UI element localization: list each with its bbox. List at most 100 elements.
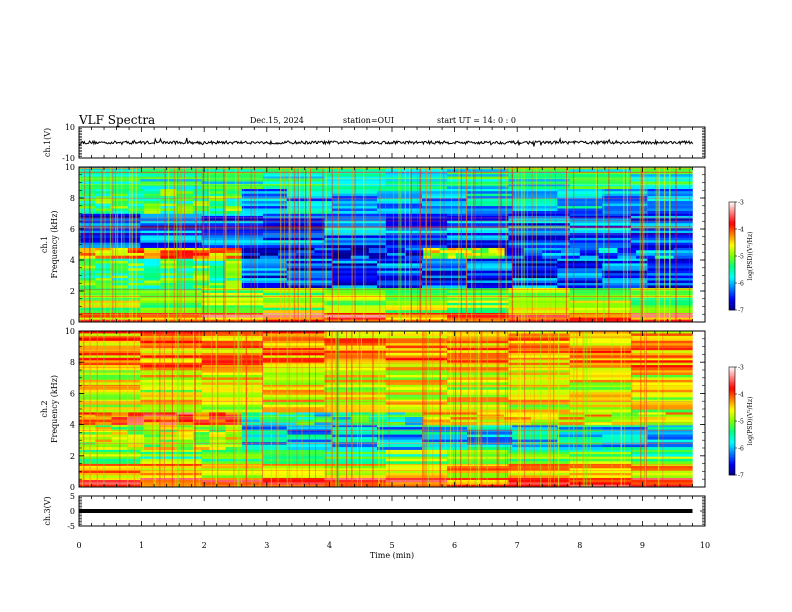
spectrogram-band [631,186,693,190]
spectrogram-band [523,255,543,259]
spectrogram-band [385,375,448,378]
spectrogram-band [79,444,96,448]
spectrogram-band [314,247,333,251]
spectrogram-band [79,451,141,455]
spectrogram-band [79,280,96,284]
spectrogram-band [140,220,202,224]
spectrogram-band [263,404,325,408]
spectrogram-band [422,434,468,438]
x-tick-label: 3 [264,541,269,550]
spectrogram-band [144,188,161,192]
spectrogram-band [405,417,424,420]
spectrogram-band [144,247,161,251]
spectrogram-band [512,427,558,430]
colorbar-swatch [729,209,735,212]
spectrogram-band [144,201,161,204]
spectrogram-band [385,377,448,381]
spectrogram-band [508,367,570,371]
spectrogram-band [531,422,559,425]
spectrogram-band [447,335,509,339]
spectrogram-band [314,414,333,418]
start-time-label: start UT = 14: 0 : 0 [437,116,516,125]
spectrogram-band [584,414,612,418]
figure-title: VLF Spectra [78,113,155,127]
spectrogram-band [201,174,264,177]
spectrogram-band [569,218,632,222]
spectrogram-band [385,482,448,485]
spectrogram-band [512,263,558,267]
spectrogram-band [447,225,509,229]
spectrogram-band [602,211,648,214]
colorbar-swatch [729,239,735,242]
spectrogram-band [140,389,202,393]
spectrogram-band [176,193,194,197]
spectrogram-band [631,340,693,344]
spectrogram-band [422,439,468,443]
spectrogram-band [111,263,129,267]
colorbar-swatch [729,292,735,295]
spectrogram-band [176,424,194,428]
spectrogram-band [192,193,210,197]
spectrogram-band [385,468,448,471]
colorbar-swatch [729,467,735,470]
spectrogram-band [504,255,524,259]
spectrogram-band [160,447,177,450]
spectrogram-band [422,263,468,267]
spectrogram-band [79,355,141,359]
spectrogram-band [263,338,325,342]
spectrogram-band [531,417,559,420]
spectrogram-band [79,424,96,428]
spectrogram-band [385,352,448,356]
spectrogram-band [140,451,202,455]
spectrogram-band [385,454,448,457]
spectrogram-band [569,480,632,483]
spectrogram-band [631,360,693,364]
spectrogram-band [385,300,448,304]
spectrogram-band [79,367,141,371]
spectrogram-band [176,429,194,433]
spectrogram-band [569,458,632,462]
y-tick-label: 6 [70,389,75,398]
spectrogram-band [472,250,481,254]
spectrogram-band [405,250,424,254]
spectrogram-band [263,382,325,386]
spectrogram-band [377,285,423,289]
spectrogram-band [201,307,264,311]
spectrogram-band [387,250,406,254]
spectrogram-band [127,417,145,420]
colorbar-swatch [729,410,735,413]
spectrogram-band [385,409,448,413]
colorbar-swatch [729,283,735,286]
colorbar-swatch [729,284,735,287]
spectrogram-band [447,392,509,396]
spectrogram-band [201,292,264,296]
spectrogram-band [385,338,448,342]
spectrogram-band [192,285,210,289]
spectrogram-band [79,402,141,405]
spectrogram-band [176,260,194,264]
spectrogram-band [385,484,448,488]
spectrogram-band [263,319,325,323]
spectrogram-band [140,409,202,413]
spectrogram-band [176,270,194,274]
spectrogram-band [263,367,325,371]
spectrogram-band [377,258,423,262]
spectrogram-band [225,258,243,262]
spectrogram-band [324,343,386,346]
spectrogram-band [467,196,513,199]
spectrogram-band [79,427,96,430]
spectrogram-band [377,273,423,276]
spectrogram-band [377,427,423,430]
colorbar-swatch [729,399,735,402]
spectrogram-band [602,275,648,279]
spectrogram-band [422,206,468,209]
spectrogram-band [504,247,524,251]
spectrogram-band [569,230,632,234]
spectrogram-band [569,409,632,413]
spectrogram-band [160,437,177,440]
spectrogram-band [569,183,632,187]
spectrogram-band [209,263,226,267]
spectrogram-band [508,475,570,478]
